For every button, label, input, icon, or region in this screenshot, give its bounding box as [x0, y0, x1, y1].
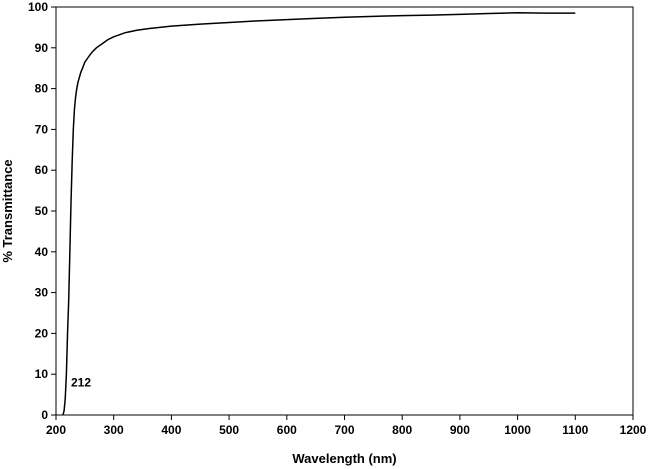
x-tick-label: 1000 [504, 423, 531, 437]
y-tick-label: 10 [35, 367, 49, 381]
y-tick-label: 30 [35, 286, 49, 300]
x-tick-label: 300 [104, 423, 124, 437]
y-tick-label: 50 [35, 204, 49, 218]
x-tick-label: 600 [277, 423, 297, 437]
x-tick-label: 500 [219, 423, 239, 437]
y-tick-label: 0 [41, 408, 48, 422]
x-tick-label: 1200 [620, 423, 647, 437]
plot-frame [55, 6, 634, 416]
cutoff-annotation: 212 [71, 375, 91, 389]
y-axis-title: % Transmittance [0, 159, 15, 262]
y-tick-label: 90 [35, 41, 49, 55]
x-tick-label: 800 [392, 423, 412, 437]
x-axis-title: Wavelength (nm) [292, 451, 396, 466]
transmittance-curve [62, 11, 576, 416]
y-axis-tick-labels: 0 10 20 30 40 50 60 70 80 90 100 [28, 0, 48, 422]
y-tick-label: 20 [35, 326, 49, 340]
x-tick-label: 900 [450, 423, 470, 437]
x-tick-label: 1100 [562, 423, 588, 437]
y-tick-label: 60 [35, 163, 49, 177]
x-axis-ticks [55, 415, 634, 420]
x-axis-tick-labels: 200 300 400 500 600 700 800 900 1000 1100 1200 [46, 423, 647, 437]
y-tick-label: 70 [35, 122, 49, 136]
x-tick-label: 400 [161, 423, 181, 437]
y-tick-label: 40 [35, 245, 49, 259]
x-tick-label: 700 [334, 423, 354, 437]
y-axis-ticks [51, 6, 56, 416]
y-tick-label: 100 [28, 0, 48, 14]
x-tick-label: 200 [46, 423, 66, 437]
y-tick-label: 80 [35, 82, 49, 96]
